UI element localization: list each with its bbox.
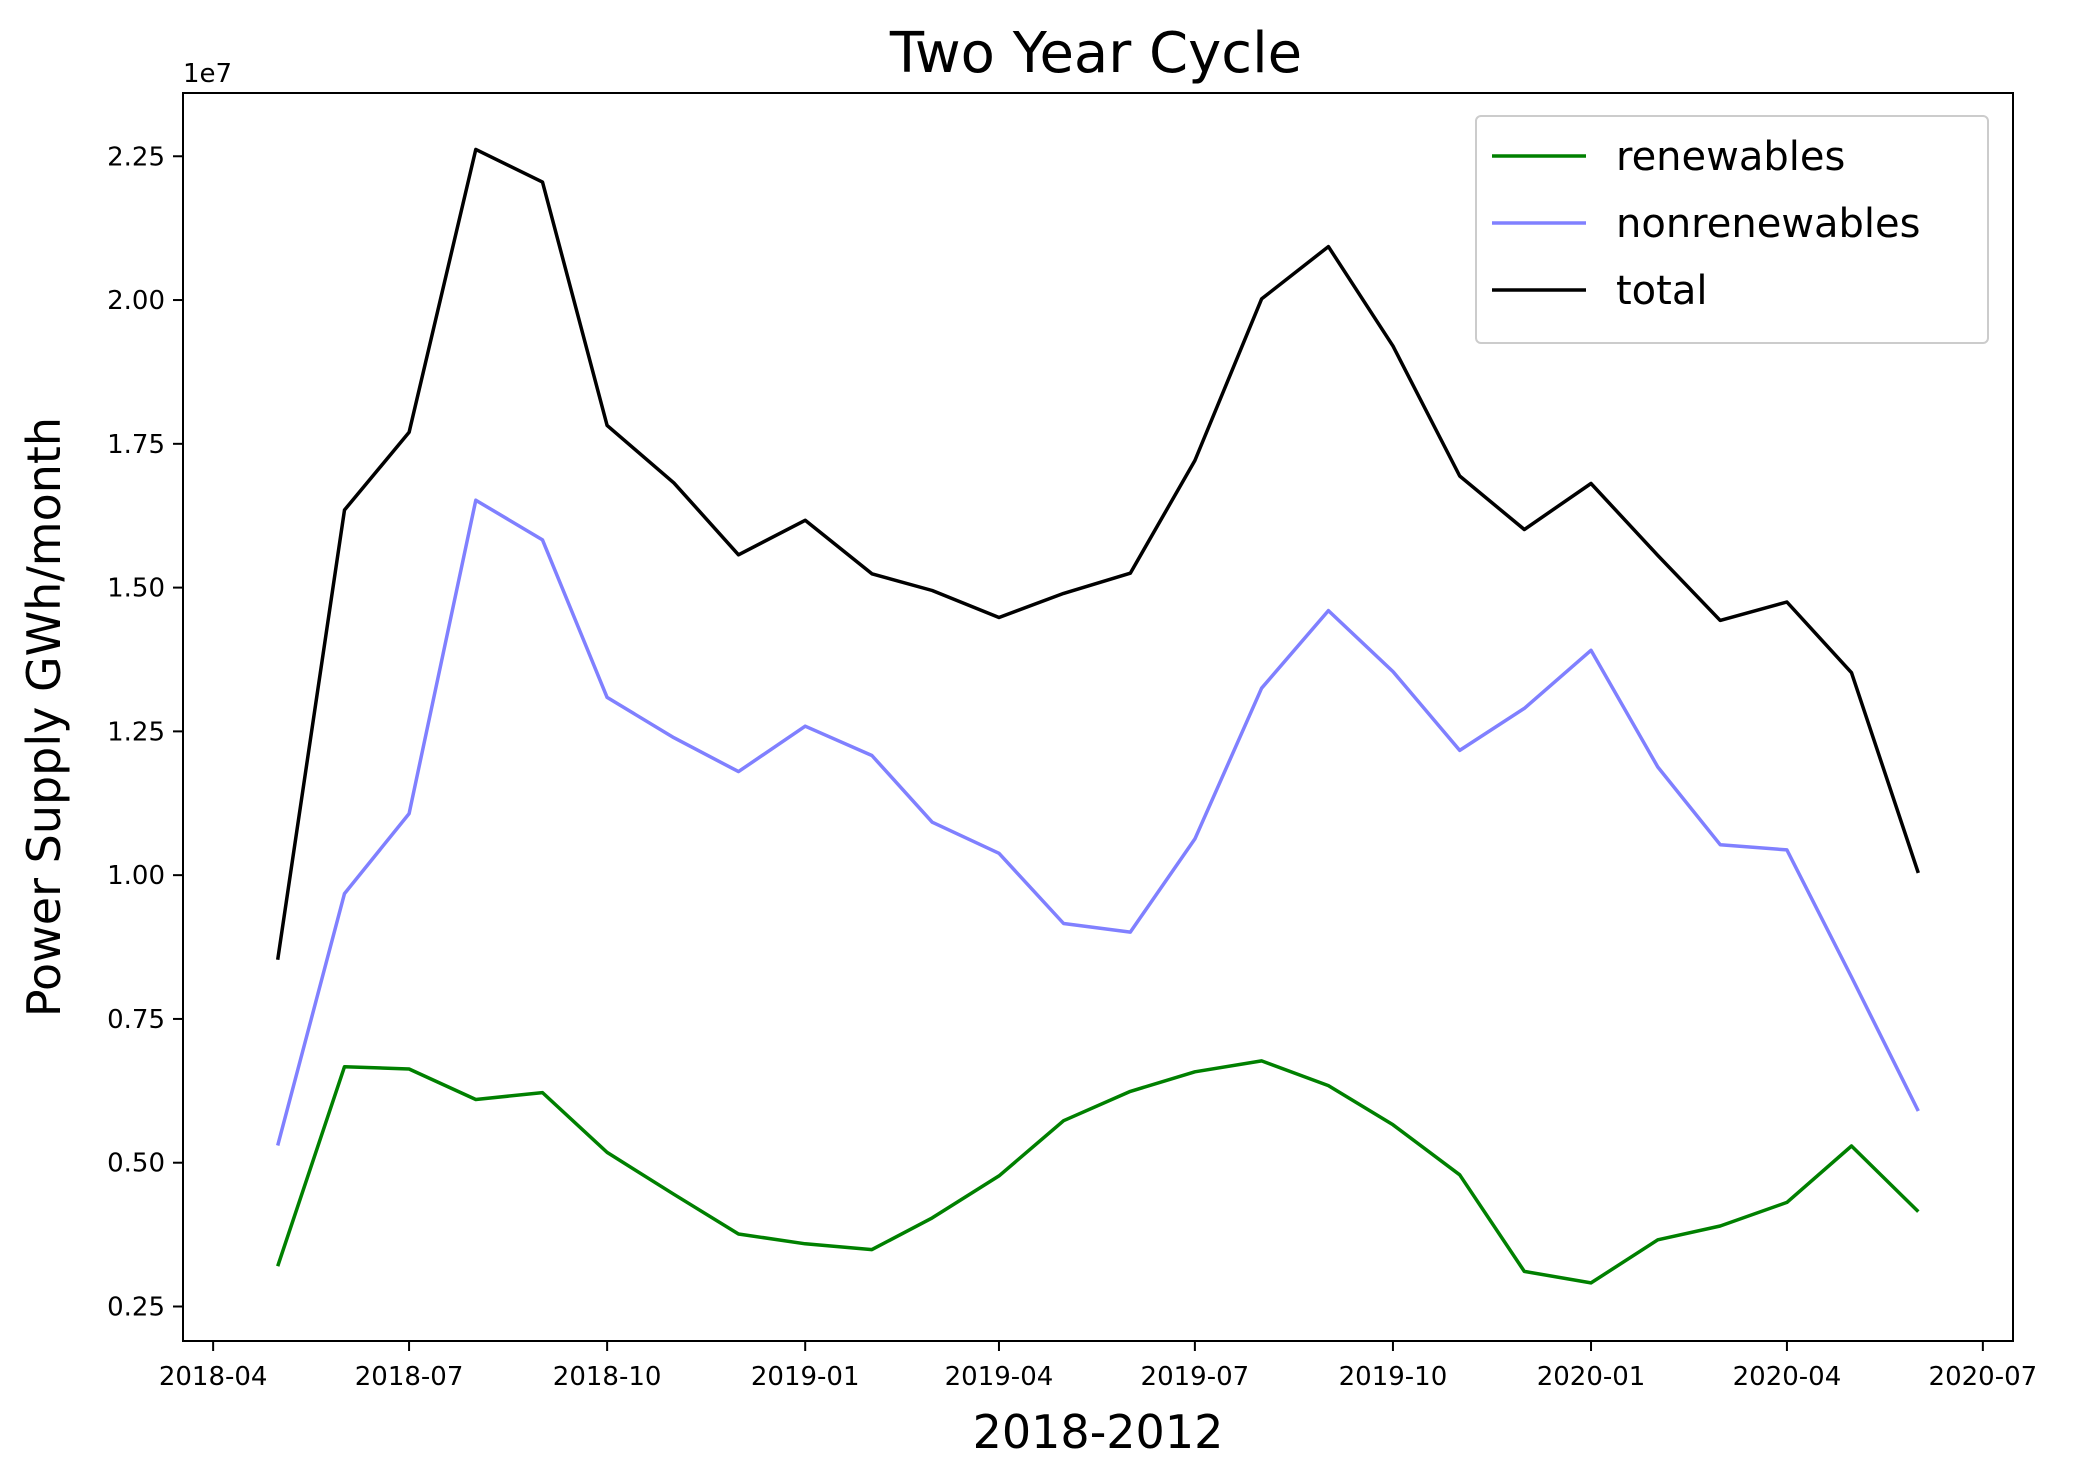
x-tick-label: 2020-07: [1929, 1362, 2038, 1392]
y-tick-label: 1.75: [107, 430, 165, 460]
legend-label-total: total: [1616, 268, 1707, 314]
y-offset-label: 1e7: [183, 59, 232, 89]
y-tick-label: 2.25: [107, 142, 165, 172]
x-tick-label: 2019-07: [1141, 1362, 1250, 1392]
plot-area: [275, 147, 1920, 1285]
legend-label-renewables: renewables: [1616, 134, 1845, 180]
y-tick-label: 0.75: [107, 1005, 165, 1035]
y-tick-label: 1.50: [107, 574, 165, 604]
x-tick-label: 2018-10: [553, 1362, 662, 1392]
chart-title: Two Year Cycle: [889, 21, 1302, 86]
y-tick-label: 1.00: [107, 861, 165, 891]
legend: renewables nonrenewables total: [1475, 115, 1989, 344]
series-line-renewables: [276, 1059, 1920, 1285]
x-tick-label: 2018-04: [159, 1362, 268, 1392]
y-tick-label: 2.00: [107, 286, 165, 316]
legend-box: [1475, 115, 1989, 344]
x-tick-label: 2019-01: [751, 1362, 860, 1392]
x-tick-label: 2019-04: [945, 1362, 1054, 1392]
x-tick-label: 2020-01: [1537, 1362, 1646, 1392]
y-tick-label: 0.25: [107, 1292, 165, 1322]
axes-frame: [182, 92, 2014, 1342]
x-tick-label: 2020-04: [1733, 1362, 1842, 1392]
y-axis-label: Power Supply GWh/month: [17, 417, 71, 1017]
y-axis: 0.25 0.50 0.75 1.00 1.25 1.50 1.75 2.00 2.25: [107, 142, 183, 1322]
series-line-nonrenewables: [276, 498, 1920, 1146]
x-tick-label: 2018-07: [355, 1362, 464, 1392]
x-axis-label: 2018-2012: [973, 1405, 1224, 1459]
y-tick-label: 0.50: [107, 1149, 165, 1179]
y-tick-label: 1.25: [107, 717, 165, 747]
series-line-total: [275, 147, 1920, 960]
x-tick-label: 2019-10: [1339, 1362, 1448, 1392]
legend-label-nonrenewables: nonrenewables: [1616, 201, 1921, 247]
x-axis: 2018-04 2018-07 2018-10 2019-01 2019-04 2019-…: [159, 1341, 2037, 1392]
